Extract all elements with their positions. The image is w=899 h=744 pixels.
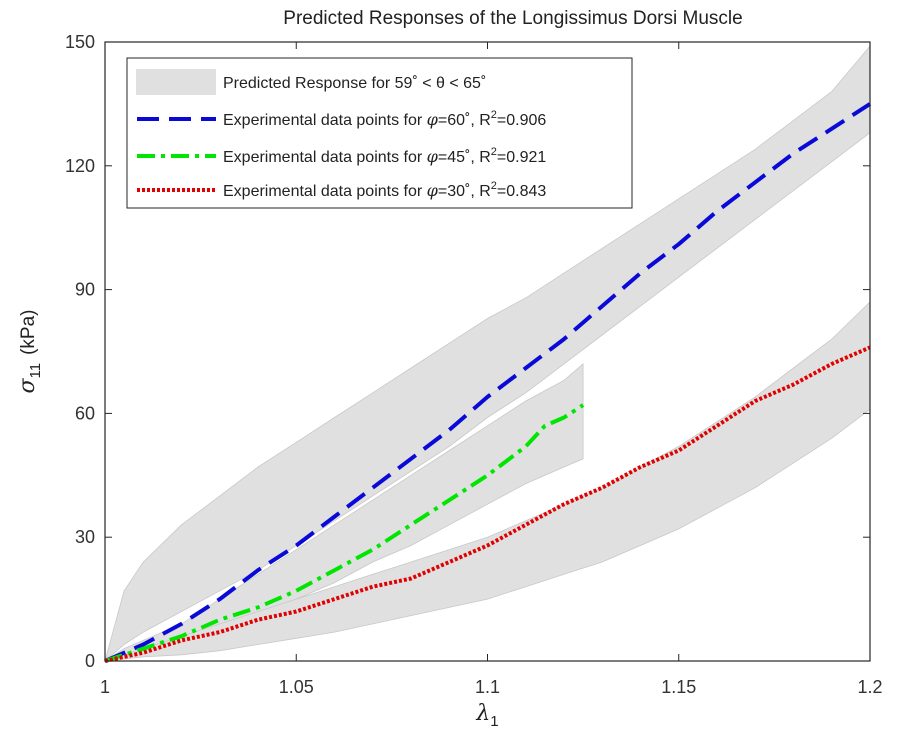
data-series bbox=[104, 102, 872, 663]
x-tick-label: 1 bbox=[100, 677, 110, 697]
x-axis-symbol: λ bbox=[475, 701, 490, 726]
x-tick-label: 1.15 bbox=[661, 677, 696, 697]
chart-title: Predicted Responses of the Longissimus D… bbox=[283, 8, 742, 29]
y-axis-unit: (kPa) bbox=[18, 309, 39, 354]
legend-label-phi30: Experimental data points for φ=30˚, R2=0… bbox=[223, 180, 546, 200]
y-axis-subscript: 11 bbox=[27, 363, 44, 379]
x-tick-label: 1.05 bbox=[279, 677, 314, 697]
y-tick-label: 30 bbox=[75, 527, 95, 547]
legend-label-phi45: Experimental data points for φ=45˚, R2=0… bbox=[223, 146, 546, 166]
x-tick-label: 1.2 bbox=[857, 677, 882, 697]
legend: Predicted Response for 59˚ < θ < 65˚ Exp… bbox=[126, 57, 633, 209]
axis-ticks: 1 1.05 1.1 1.15 1.2 0 30 60 90 120 150 bbox=[65, 32, 883, 697]
y-axis-symbol: σ bbox=[15, 378, 40, 394]
series-line-phi60 bbox=[104, 102, 872, 663]
series-line-phi45 bbox=[104, 403, 585, 663]
y-axis-label: σ11 (kPa) bbox=[15, 309, 44, 393]
y-tick-label: 90 bbox=[75, 280, 95, 300]
y-tick-label: 120 bbox=[65, 156, 95, 176]
y-tick-label: 0 bbox=[85, 651, 95, 671]
legend-label-phi60: Experimental data points for φ=60˚, R2=0… bbox=[223, 109, 546, 129]
y-tick-label: 60 bbox=[75, 403, 95, 423]
legend-label-band: Predicted Response for 59˚ < θ < 65˚ bbox=[223, 75, 486, 92]
y-tick-label: 150 bbox=[65, 32, 95, 52]
x-axis-label: λ1 bbox=[475, 701, 498, 730]
x-axis-subscript: 1 bbox=[490, 713, 498, 730]
legend-swatch-band bbox=[136, 69, 216, 95]
series-line-phi30 bbox=[104, 345, 871, 663]
x-tick-label: 1.1 bbox=[475, 677, 500, 697]
